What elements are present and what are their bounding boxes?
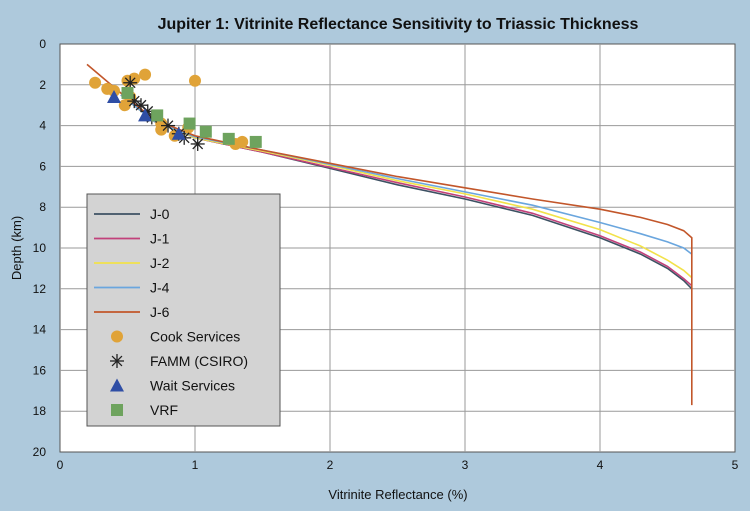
marker-famm-csiro [190, 136, 205, 151]
marker-cook-services [155, 123, 168, 136]
legend-label: J-2 [150, 255, 170, 271]
y-tick-label: 16 [33, 363, 47, 377]
marker-famm-csiro [123, 75, 138, 90]
series-line-j-4 [120, 94, 693, 255]
series-line-j-2 [120, 94, 693, 279]
y-tick-label: 12 [33, 282, 47, 296]
marker-cook-services [118, 99, 131, 112]
marker-cook-services [89, 76, 102, 89]
marker-vrf [151, 109, 164, 122]
y-tick-label: 14 [33, 323, 47, 337]
legend-label: J-4 [150, 280, 170, 296]
x-tick-label: 1 [192, 458, 199, 472]
y-tick-label: 8 [39, 200, 46, 214]
legend-label: FAMM (CSIRO) [150, 353, 248, 369]
y-tick-label: 18 [33, 404, 47, 418]
x-tick-label: 0 [57, 458, 64, 472]
marker-cook-services [236, 135, 249, 148]
legend-items: J-0 J-1 J-2 J-4 J-6 Cook Services FAMM (CSIRO)… [94, 206, 248, 418]
marker-wait-services [171, 126, 186, 140]
marker-vrf [222, 132, 235, 145]
x-tick-label: 4 [597, 458, 604, 472]
legend-label: J-0 [150, 206, 170, 222]
legend-label: Cook Services [150, 329, 240, 345]
legend-label: Wait Services [150, 378, 235, 394]
marker-vrf [121, 86, 134, 99]
y-tick-label: 4 [39, 119, 46, 133]
y-tick-label: 0 [39, 37, 46, 51]
y-tick-label: 20 [33, 445, 47, 459]
legend: J-0 J-1 J-2 J-4 J-6 Cook Services FAMM (CSIRO)… [86, 193, 281, 427]
legend-swatch-wait-services [110, 378, 124, 392]
marker-wait-services [138, 108, 153, 122]
marker-cook-services [139, 68, 152, 81]
legend-label: J-1 [150, 231, 170, 247]
marker-cook-services [189, 74, 201, 87]
legend-swatch-famm-csiro [110, 354, 124, 368]
data-markers [89, 68, 262, 151]
y-tick-label: 2 [39, 78, 46, 92]
legend-label: VRF [150, 402, 178, 418]
x-axis-title: Vitrinite Reflectance (%) [328, 487, 467, 502]
y-axis-title: Depth (km) [9, 216, 24, 280]
marker-famm-csiro [161, 118, 175, 133]
marker-vrf [249, 135, 262, 148]
marker-vrf [183, 117, 196, 130]
y-tick-label: 6 [39, 159, 46, 173]
marker-wait-services [107, 90, 121, 104]
marker-vrf [199, 125, 212, 138]
legend-label: J-6 [150, 304, 170, 320]
chart-title: Jupiter 1: Vitrinite Reflectance Sensiti… [158, 16, 639, 33]
y-tick-label: 10 [33, 241, 47, 255]
legend-swatch-cook-services [111, 330, 123, 343]
x-tick-label: 3 [462, 458, 469, 472]
x-tick-label: 2 [327, 458, 334, 472]
x-tick-label: 5 [732, 458, 739, 472]
legend-swatch-vrf [111, 404, 123, 416]
